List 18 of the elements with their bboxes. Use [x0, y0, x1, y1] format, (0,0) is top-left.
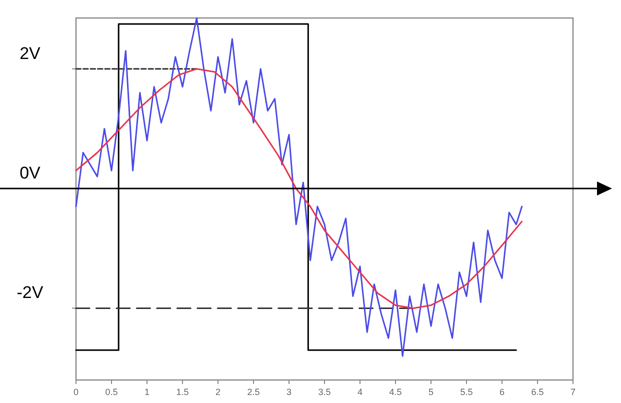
- y-tick-label: -2V: [16, 283, 44, 302]
- x-tick-label: 0.5: [105, 387, 118, 397]
- x-tick-label: 1.5: [176, 387, 189, 397]
- x-tick-label: 6: [499, 387, 505, 397]
- x-tick-label: 5: [428, 387, 434, 397]
- x-tick-label: 6.5: [531, 387, 544, 397]
- x-tick-label: 5.5: [460, 387, 473, 397]
- x-tick-label: 2: [215, 387, 221, 397]
- x-tick-label: 1: [144, 387, 150, 397]
- x-tick-label: 4: [357, 387, 363, 397]
- y-tick-label: 0V: [20, 164, 42, 183]
- x-tick-label: 2.5: [247, 387, 260, 397]
- x-tick-label: 4.5: [389, 387, 402, 397]
- x-tick-label: 3.5: [318, 387, 331, 397]
- x-tick-label: 0: [73, 387, 79, 397]
- x-tick-label: 3: [286, 387, 292, 397]
- x-tick-label: 7: [570, 387, 576, 397]
- y-tick-label: 2V: [20, 44, 42, 63]
